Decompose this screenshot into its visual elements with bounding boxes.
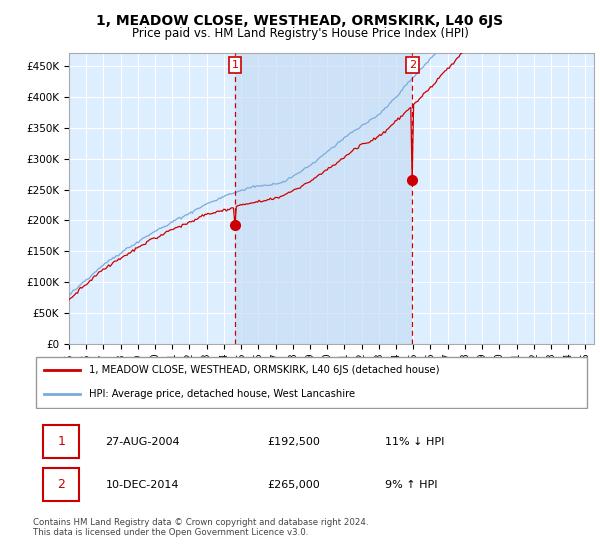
Text: 1: 1 — [57, 435, 65, 448]
Text: £265,000: £265,000 — [268, 480, 320, 490]
Text: 9% ↑ HPI: 9% ↑ HPI — [385, 480, 437, 490]
Text: Contains HM Land Registry data © Crown copyright and database right 2024.
This d: Contains HM Land Registry data © Crown c… — [33, 518, 368, 538]
Text: 1, MEADOW CLOSE, WESTHEAD, ORMSKIRK, L40 6JS (detached house): 1, MEADOW CLOSE, WESTHEAD, ORMSKIRK, L40… — [89, 365, 439, 375]
FancyBboxPatch shape — [43, 468, 79, 501]
Text: 1: 1 — [232, 60, 239, 70]
Text: 11% ↓ HPI: 11% ↓ HPI — [385, 436, 444, 446]
FancyBboxPatch shape — [36, 357, 587, 408]
Bar — [235, 53, 412, 344]
Text: 2: 2 — [409, 60, 416, 70]
FancyBboxPatch shape — [43, 425, 79, 458]
Text: Price paid vs. HM Land Registry's House Price Index (HPI): Price paid vs. HM Land Registry's House … — [131, 27, 469, 40]
Text: £192,500: £192,500 — [268, 436, 320, 446]
Text: 10-DEC-2014: 10-DEC-2014 — [106, 480, 179, 490]
Text: 27-AUG-2004: 27-AUG-2004 — [106, 436, 180, 446]
Text: 2: 2 — [57, 478, 65, 492]
Text: 1, MEADOW CLOSE, WESTHEAD, ORMSKIRK, L40 6JS: 1, MEADOW CLOSE, WESTHEAD, ORMSKIRK, L40… — [97, 14, 503, 28]
Text: HPI: Average price, detached house, West Lancashire: HPI: Average price, detached house, West… — [89, 389, 355, 399]
